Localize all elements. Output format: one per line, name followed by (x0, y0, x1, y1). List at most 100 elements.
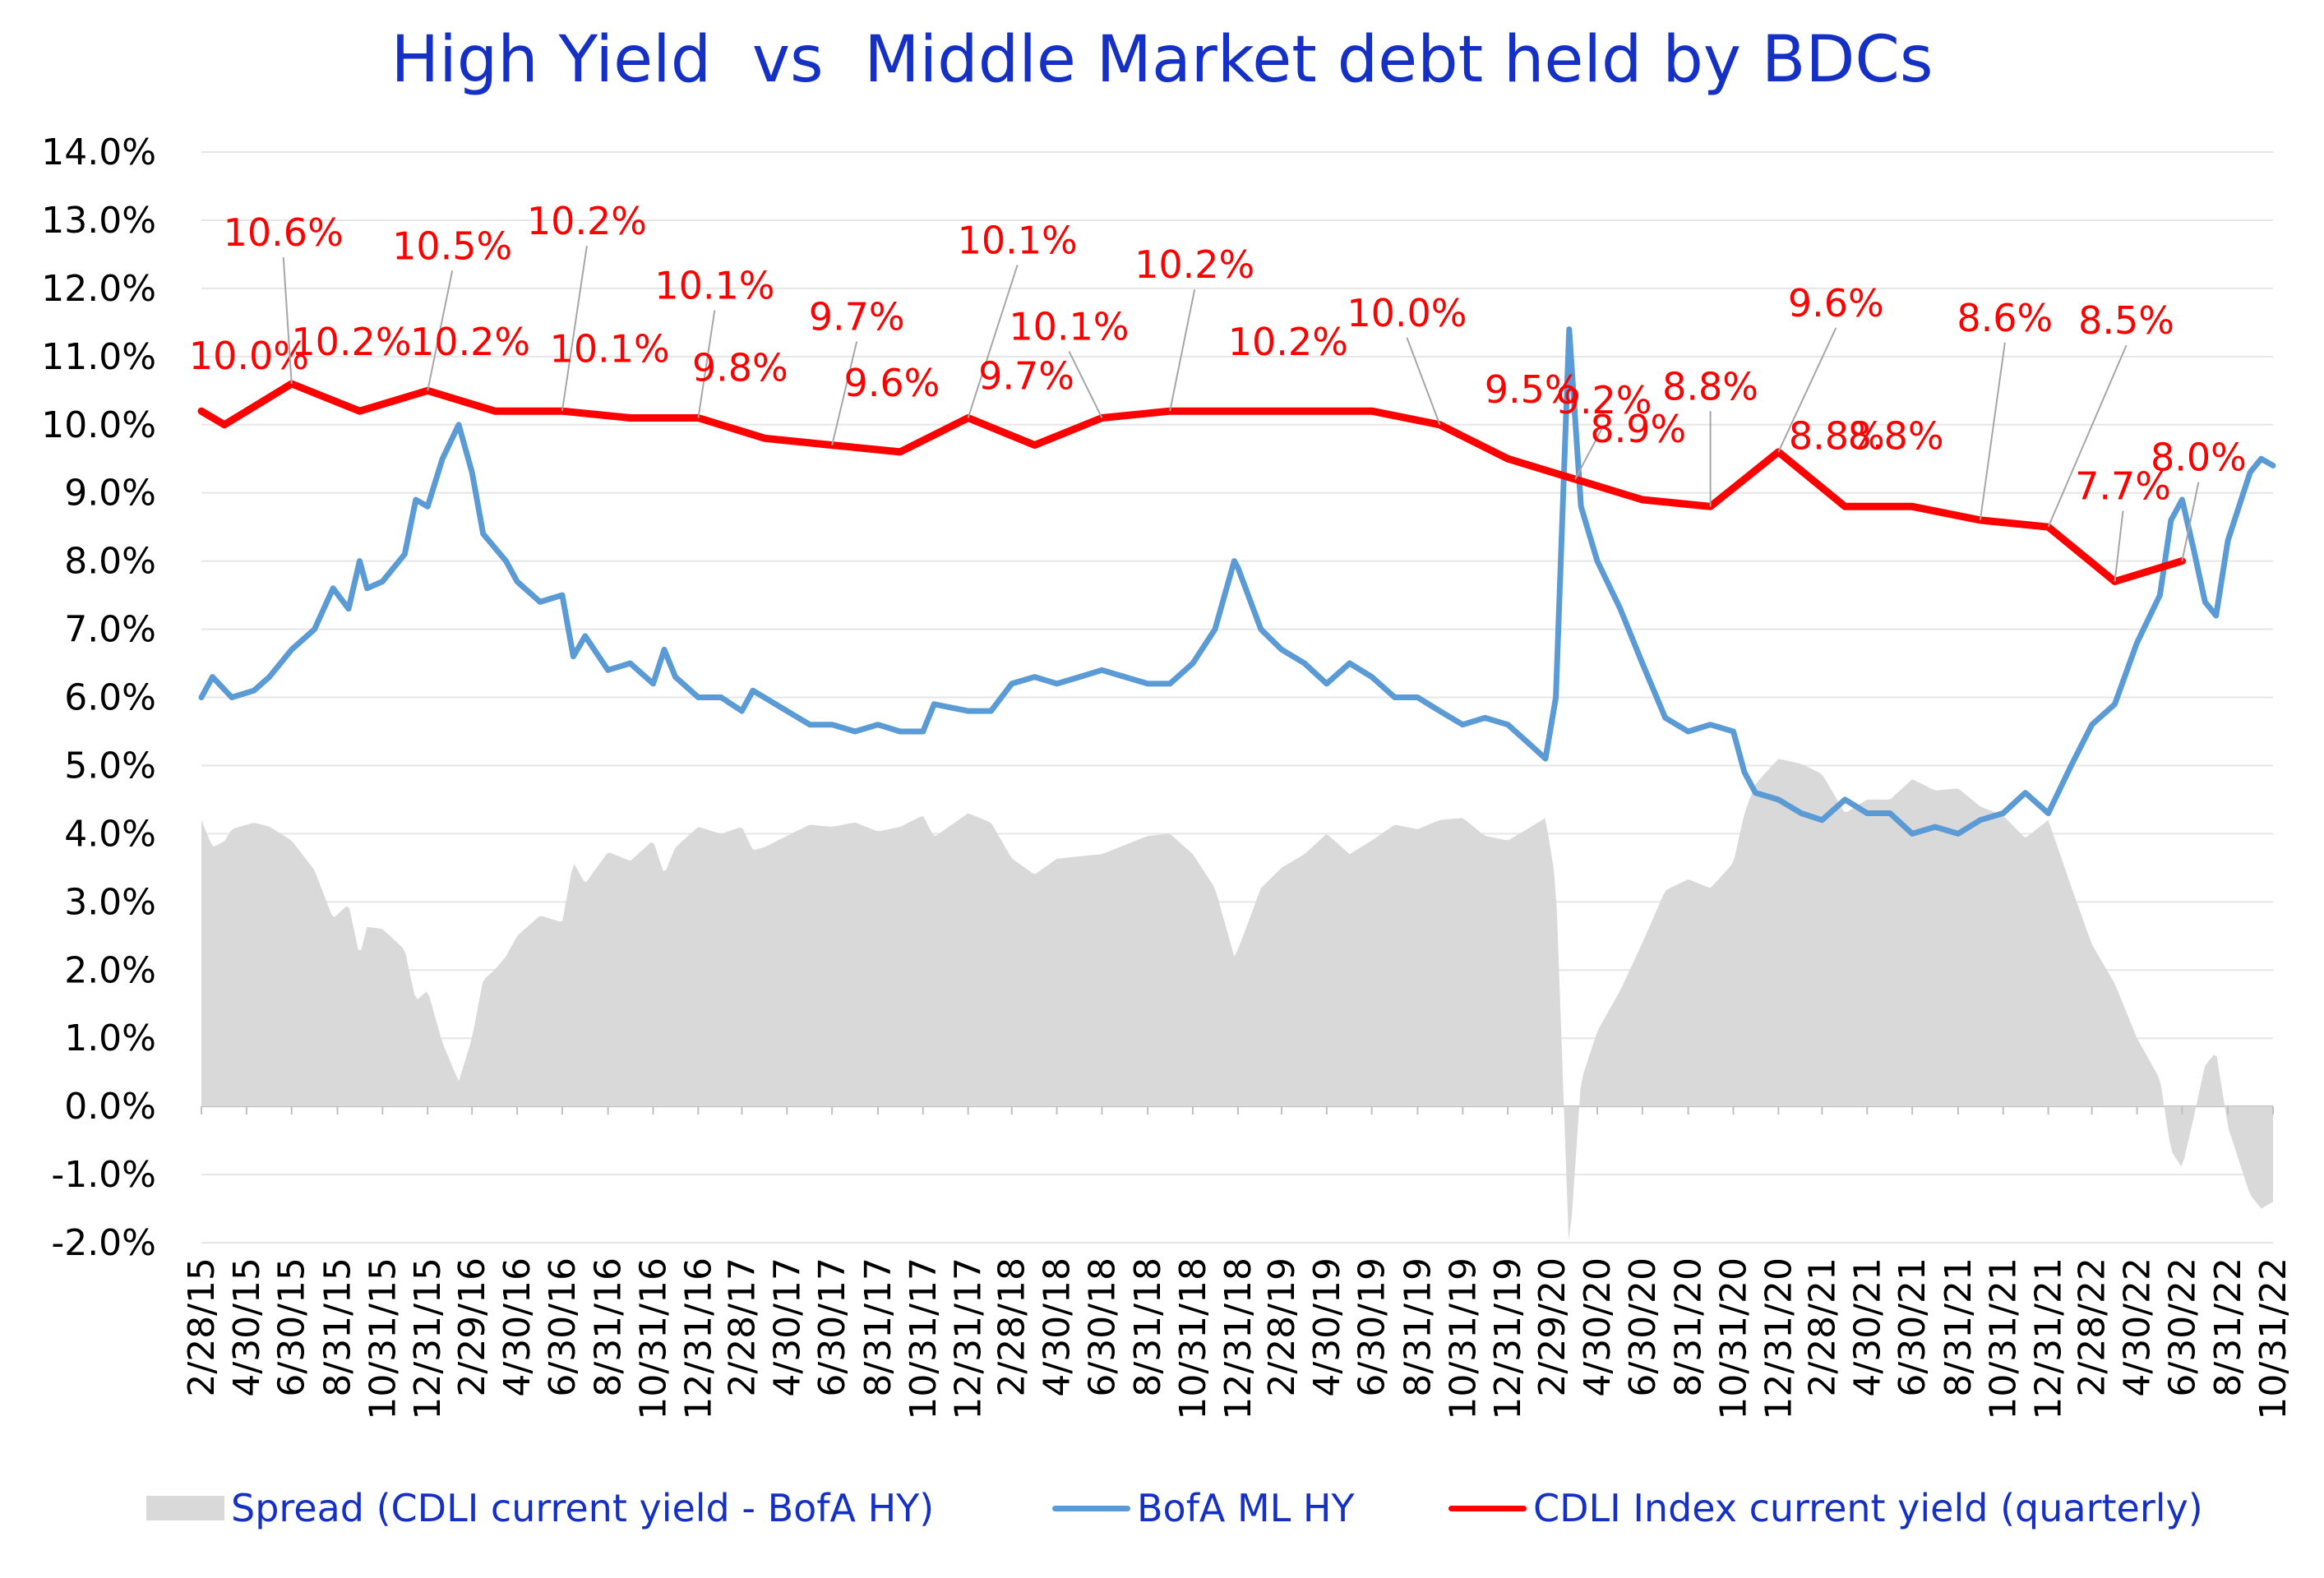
data-label: 8.0% (2151, 436, 2247, 480)
x-tick-label: 10/31/20 (1712, 1257, 1754, 1420)
x-tick-label: 12/31/20 (1758, 1257, 1800, 1420)
data-label: 8.6% (1957, 296, 2053, 340)
spread-area (201, 759, 2273, 1241)
leader-line (282, 256, 293, 385)
data-label: 9.5% (1485, 367, 1581, 412)
x-tick-label: 10/31/21 (1983, 1257, 2025, 1420)
y-tick-label: 1.0% (64, 1017, 156, 1059)
x-tick-label: 8/31/21 (1938, 1257, 1980, 1397)
x-tick-label: 4/30/17 (766, 1257, 808, 1397)
data-label: 8.8% (1789, 413, 1885, 458)
x-tick-label: 10/31/16 (633, 1257, 675, 1420)
x-tick-label: 4/30/18 (1037, 1257, 1079, 1397)
legend-item-hy: BofA ML HY (1052, 1479, 1355, 1537)
y-tick-label: 14.0% (41, 132, 156, 173)
y-tick-label: 0.0% (64, 1086, 156, 1128)
legend-swatch-cdli (1448, 1505, 1527, 1511)
data-label: 9.6% (843, 361, 940, 405)
legend-label-spread: Spread (CDLI current yield - BofA HY) (231, 1486, 935, 1530)
x-tick-label: 4/30/19 (1306, 1257, 1348, 1397)
data-label: 10.2% (1228, 320, 1348, 364)
legend-item-cdli: CDLI Index current yield (quarterly) (1448, 1479, 2203, 1537)
x-tick-label: 12/31/19 (1487, 1257, 1529, 1420)
x-tick-label: 10/31/19 (1442, 1257, 1484, 1420)
leader-line (697, 310, 716, 418)
data-label: 8.8% (1848, 413, 1944, 458)
data-label: 10.6% (224, 210, 344, 255)
y-tick-label: 6.0% (64, 677, 156, 719)
y-tick-label: 4.0% (64, 813, 156, 855)
x-tick-label: 8/31/18 (1127, 1257, 1169, 1397)
data-label: 10.2% (527, 199, 647, 243)
data-label: 10.2% (291, 320, 411, 364)
data-label: 7.7% (2075, 464, 2171, 509)
cdli-line (197, 380, 2186, 585)
x-tick-label: 6/30/16 (542, 1257, 584, 1397)
x-tick-label: 2/28/18 (991, 1257, 1033, 1397)
data-label: 10.1% (958, 218, 1078, 262)
x-tick-label: 4/30/20 (1577, 1257, 1619, 1397)
data-label: 9.7% (809, 295, 905, 339)
x-tick-label: 8/31/22 (2207, 1257, 2249, 1397)
cdli-line-layer (197, 380, 2186, 585)
leader-line (2114, 510, 2124, 582)
x-tick-label: 6/30/22 (2161, 1257, 2203, 1397)
data-label: 10.5% (392, 224, 512, 268)
y-tick-label: 7.0% (64, 609, 156, 651)
data-label: 10.1% (550, 326, 670, 371)
y-tick-label: 3.0% (64, 881, 156, 923)
y-tick-label: 11.0% (41, 336, 156, 378)
y-tick-label: 5.0% (64, 745, 156, 787)
x-tick-label: 8/31/15 (316, 1257, 358, 1397)
y-tick-label: 13.0% (41, 200, 156, 242)
data-label: 10.0% (1347, 291, 1467, 335)
leader-line (967, 265, 1019, 418)
x-tick-label: 4/30/22 (2117, 1257, 2159, 1397)
leader-line (1979, 342, 2006, 521)
hy-line-layer (198, 326, 2276, 837)
x-tick-label: 2/28/17 (721, 1257, 763, 1397)
x-tick-label: 2/28/19 (1261, 1257, 1303, 1397)
legend-item-spread: Spread (CDLI current yield - BofA HY) (146, 1479, 934, 1537)
x-tick-label: 2/29/20 (1532, 1257, 1573, 1397)
x-tick-label: 6/30/21 (1892, 1257, 1934, 1397)
data-label: 9.2% (1556, 378, 1652, 422)
x-axis-ticks: 2/28/15 4/30/15 6/30/15 8/31/15 10/31/15 12/3… (181, 1106, 2294, 1420)
legend: Spread (CDLI current yield - BofA HY) Bo… (0, 1479, 2324, 1545)
x-tick-label: 2/29/16 (451, 1257, 493, 1397)
data-label: 8.8% (1662, 364, 1758, 408)
data-label: 10.2% (1134, 242, 1254, 287)
x-tick-label: 2/28/22 (2072, 1257, 2114, 1397)
legend-label-hy: BofA ML HY (1137, 1486, 1355, 1530)
leader-line (1777, 327, 1837, 453)
leader-line (1574, 424, 1605, 480)
chart-title: High Yield vs Middle Market debt held by… (390, 23, 1934, 97)
x-tick-label: 2/28/21 (1801, 1257, 1843, 1397)
x-tick-label: 6/30/20 (1622, 1257, 1664, 1397)
leader-line (2047, 344, 2128, 528)
x-tick-label: 10/31/15 (362, 1257, 404, 1420)
x-tick-label: 8/31/16 (588, 1257, 630, 1397)
data-label: 9.7% (978, 354, 1074, 399)
x-tick-label: 4/30/21 (1846, 1257, 1888, 1397)
spread-area-layer (201, 759, 2273, 1241)
leader-line (2181, 482, 2200, 561)
y-tick-label: 2.0% (64, 949, 156, 991)
leader-line (831, 341, 858, 445)
x-tick-label: 10/31/17 (903, 1257, 945, 1420)
data-label: 10.1% (1009, 304, 1129, 348)
x-tick-label: 12/31/16 (677, 1257, 719, 1420)
data-label: 10.2% (410, 320, 530, 364)
x-tick-label: 10/31/18 (1172, 1257, 1214, 1420)
y-tick-label: 10.0% (41, 404, 156, 446)
x-tick-label: 8/31/17 (857, 1257, 899, 1397)
x-tick-label: 8/31/19 (1397, 1257, 1439, 1397)
x-tick-label: 2/28/15 (181, 1257, 223, 1397)
leader-line (561, 246, 588, 412)
leader-line (1169, 288, 1196, 412)
x-tick-label: 10/31/22 (2252, 1257, 2294, 1420)
y-tick-label: -2.0% (51, 1222, 156, 1264)
y-tick-label: 9.0% (64, 473, 156, 514)
x-tick-label: 12/31/15 (407, 1257, 449, 1420)
